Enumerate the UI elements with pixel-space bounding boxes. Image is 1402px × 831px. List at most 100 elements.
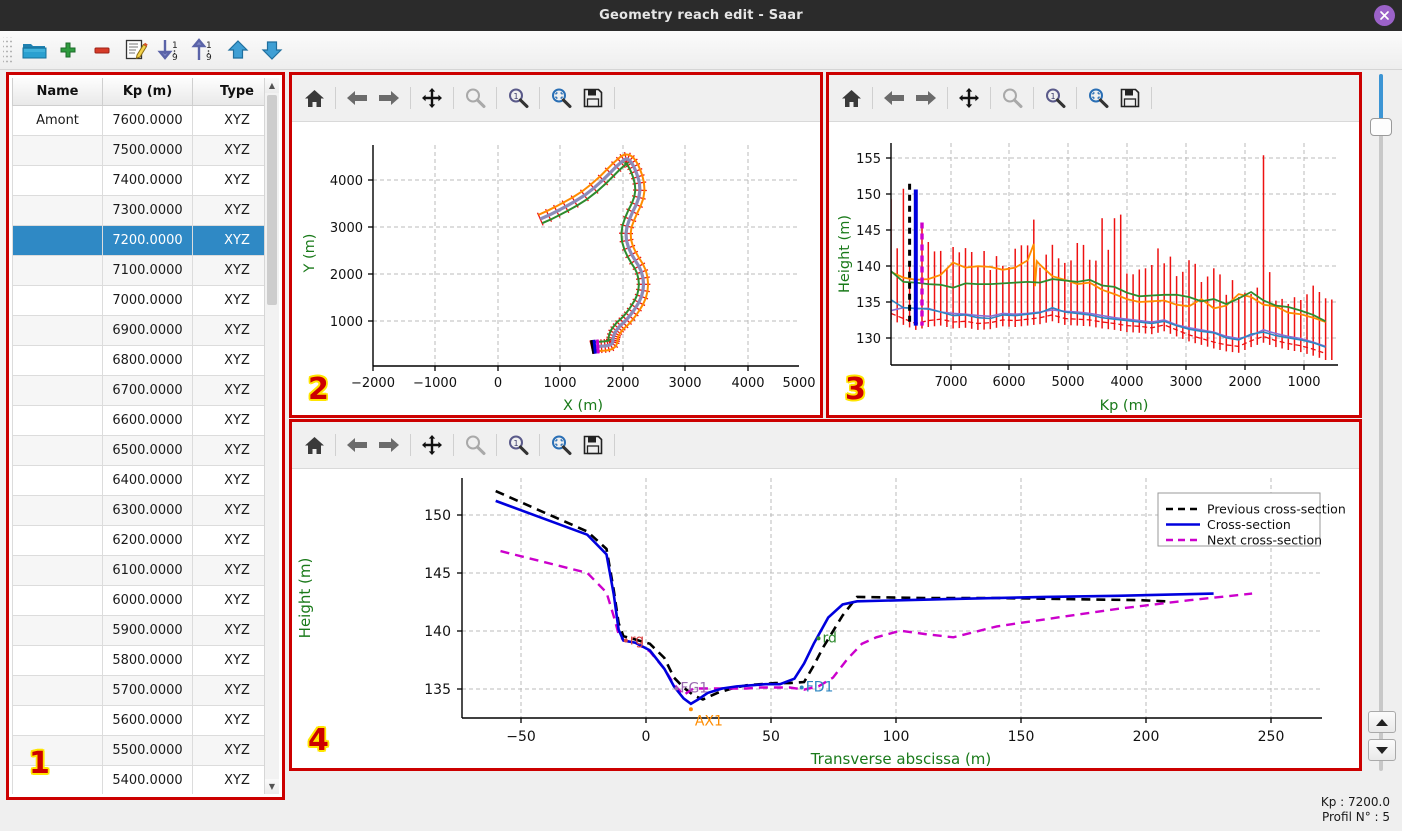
zoom-one-icon[interactable]: 1 [502,428,534,462]
cell-type[interactable]: XYZ [192,404,264,436]
cell-kp[interactable]: 6900.0000 [102,314,193,346]
cell-name[interactable] [12,254,103,286]
cell-type[interactable]: XYZ [192,644,264,676]
cell-name[interactable] [12,224,103,256]
cell-name[interactable] [12,704,103,736]
zoom-fit-icon[interactable] [1082,81,1114,115]
arrow-left-icon[interactable] [341,81,373,115]
zoom-rect-icon[interactable] [459,428,491,462]
save-floppy-icon[interactable] [577,81,609,115]
save-floppy-icon[interactable] [1114,81,1146,115]
cell-name[interactable] [12,164,103,196]
table-row[interactable]: 7000.0000 XYZ [12,284,264,316]
sort-ascending-icon[interactable]: 1 9 [187,34,221,66]
cell-kp[interactable]: 6600.0000 [102,404,193,436]
cell-type[interactable]: XYZ [192,494,264,526]
pan-move-icon[interactable] [416,428,448,462]
close-icon[interactable] [1374,5,1395,26]
cell-name[interactable] [12,584,103,616]
cell-type[interactable]: XYZ [192,374,264,406]
add-icon[interactable] [51,34,85,66]
cell-name[interactable] [12,524,103,556]
cell-name[interactable] [12,764,103,794]
cell-kp[interactable]: 5900.0000 [102,614,193,646]
cell-kp[interactable]: 7600.0000 [102,104,193,136]
scroll-down-icon[interactable]: ▼ [265,779,279,794]
scrollbar-thumb[interactable] [267,95,277,305]
cell-kp[interactable]: 5600.0000 [102,704,193,736]
step-up-button[interactable] [1368,711,1396,733]
table-row[interactable]: 7500.0000 XYZ [12,134,264,166]
cell-type[interactable]: XYZ [192,254,264,286]
table-body[interactable]: Amont 7600.0000 XYZ 7500.0000 XYZ 7400.0000 XY… [12,104,264,794]
edit-note-icon[interactable] [119,34,153,66]
cell-name[interactable] [12,734,103,766]
table-row[interactable]: 5800.0000 XYZ [12,644,264,676]
cell-type[interactable]: XYZ [192,164,264,196]
table-row[interactable]: 5900.0000 XYZ [12,614,264,646]
cell-name[interactable] [12,674,103,706]
cell-name[interactable] [12,434,103,466]
cell-kp[interactable]: 7200.0000 [102,224,193,256]
table-row[interactable]: 6800.0000 XYZ [12,344,264,376]
cell-kp[interactable]: 5500.0000 [102,734,193,766]
cell-name[interactable] [12,284,103,316]
save-floppy-icon[interactable] [577,428,609,462]
zoom-fit-icon[interactable] [545,428,577,462]
cell-kp[interactable]: 7300.0000 [102,194,193,226]
cell-kp[interactable]: 6500.0000 [102,434,193,466]
table-row[interactable]: 6100.0000 XYZ [12,554,264,586]
cell-name[interactable] [12,644,103,676]
cell-name[interactable] [12,374,103,406]
table-scrollbar[interactable]: ▲ ▼ [264,78,279,794]
sort-descending-icon[interactable]: 1 9 [153,34,187,66]
table-row[interactable]: 7200.0000 XYZ [12,224,264,256]
cross-section-plot[interactable]: −50 0 50 100 150 200 250 150 145 140 135 Tran… [292,470,1359,768]
table-row[interactable]: 6900.0000 XYZ [12,314,264,346]
plan-view-plot[interactable]: −2000 −1000 0 1000 2000 3000 4000 5000 4000 3… [292,123,820,415]
cell-type[interactable]: XYZ [192,584,264,616]
arrow-right-icon[interactable] [373,81,405,115]
table-row[interactable]: 5500.0000 XYZ [12,734,264,766]
table-row[interactable]: 6700.0000 XYZ [12,374,264,406]
table-row[interactable]: 6600.0000 XYZ [12,404,264,436]
table-row[interactable]: 5600.0000 XYZ [12,704,264,736]
arrow-right-icon[interactable] [373,428,405,462]
cell-kp[interactable]: 7000.0000 [102,284,193,316]
remove-icon[interactable] [85,34,119,66]
cell-kp[interactable]: 5400.0000 [102,764,193,794]
cell-kp[interactable]: 7100.0000 [102,254,193,286]
cell-name[interactable] [12,194,103,226]
cell-kp[interactable]: 5800.0000 [102,644,193,676]
home-icon[interactable] [298,81,330,115]
table-row[interactable]: 5700.0000 XYZ [12,674,264,706]
zoom-rect-icon[interactable] [996,81,1028,115]
cell-kp[interactable]: 6000.0000 [102,584,193,616]
cell-type[interactable]: XYZ [192,524,264,556]
home-icon[interactable] [835,81,867,115]
table-row[interactable]: Amont 7600.0000 XYZ [12,104,264,136]
zoom-rect-icon[interactable] [459,81,491,115]
pan-move-icon[interactable] [416,81,448,115]
cell-type[interactable]: XYZ [192,284,264,316]
longitudinal-profile-plot[interactable]: 7000 6000 5000 4000 3000 2000 1000 155 150 1… [829,123,1359,415]
step-down-button[interactable] [1368,739,1396,761]
cell-name[interactable] [12,404,103,436]
table-row[interactable]: 7400.0000 XYZ [12,164,264,196]
table-row[interactable]: 6500.0000 XYZ [12,434,264,466]
cell-type[interactable]: XYZ [192,464,264,496]
slider-track[interactable] [1379,74,1383,771]
cell-type[interactable]: XYZ [192,104,264,136]
move-down-icon[interactable] [255,34,289,66]
cell-kp[interactable]: 6100.0000 [102,554,193,586]
cell-kp[interactable]: 7400.0000 [102,164,193,196]
column-header-name[interactable]: Name [12,78,103,106]
cell-kp[interactable]: 5700.0000 [102,674,193,706]
cell-name[interactable] [12,344,103,376]
slider-thumb[interactable] [1370,118,1392,136]
cell-name[interactable] [12,494,103,526]
home-icon[interactable] [298,428,330,462]
cell-kp[interactable]: 6300.0000 [102,494,193,526]
cell-type[interactable]: XYZ [192,734,264,766]
cell-kp[interactable]: 6400.0000 [102,464,193,496]
